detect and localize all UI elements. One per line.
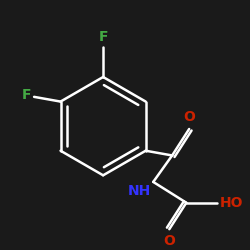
Text: NH: NH [128,184,151,198]
Text: O: O [163,234,175,248]
Text: O: O [183,110,195,124]
Text: HO: HO [220,196,243,210]
Text: F: F [98,30,108,44]
Text: F: F [22,88,31,102]
